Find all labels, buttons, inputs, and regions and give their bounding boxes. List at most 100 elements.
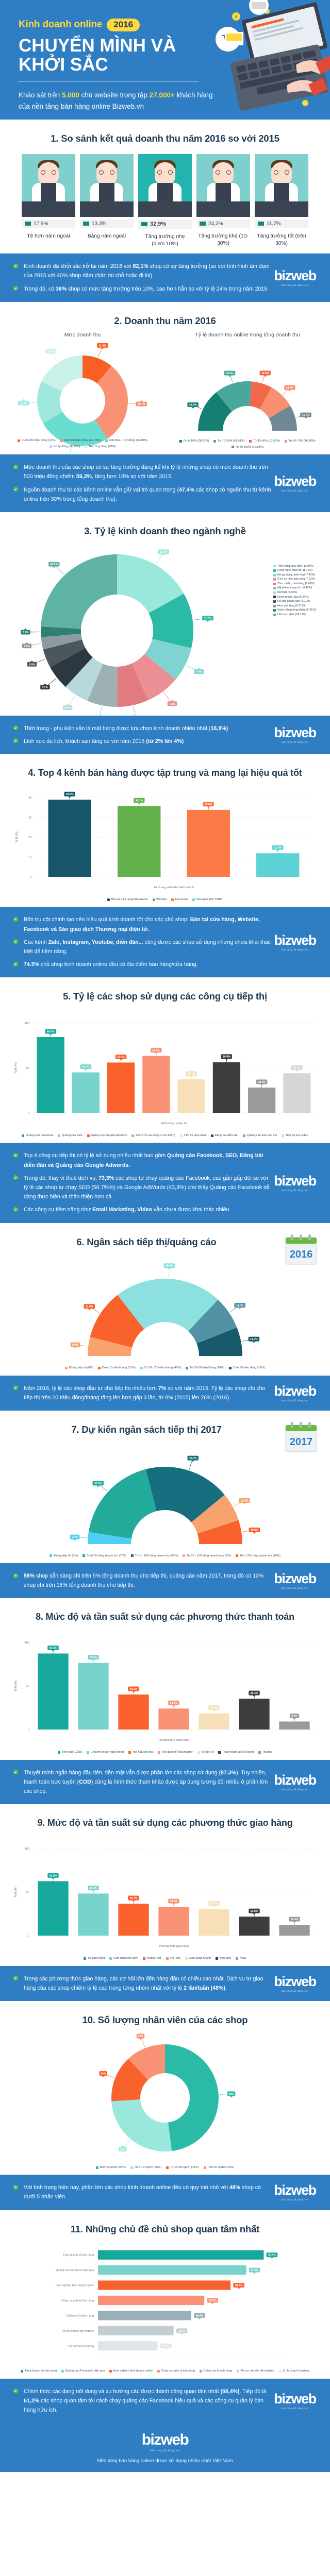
check-icon xyxy=(13,1573,18,1578)
svg-text:7.2%: 7.2% xyxy=(169,702,175,705)
legend-item: Đồ gia dụng, sinh hoạt (7.42%) xyxy=(273,573,327,578)
legend-label: Dưới 5 người (48%) xyxy=(100,2165,126,2169)
bizweb-logo: bizweb bán hàng dễ dàng hơn xyxy=(268,1384,322,1402)
section-7-note-list: 58% shop sẵn sàng chi trên 5% tổng doanh… xyxy=(13,1571,319,1590)
svg-text:5,0%: 5,0% xyxy=(72,1536,78,1539)
pie-slice xyxy=(82,355,112,384)
bizweb-wordmark: bizweb xyxy=(274,1383,317,1399)
bar xyxy=(177,1079,205,1113)
data-label: 11.9% xyxy=(272,845,284,852)
hero-subtitle: Khảo sát trên 5.000 chủ website trong tậ… xyxy=(19,90,222,112)
bar xyxy=(98,2280,231,2290)
legend-swatch xyxy=(258,1751,261,1754)
check-icon xyxy=(13,263,18,268)
bar xyxy=(98,2265,246,2275)
legend-swatch xyxy=(216,1957,219,1960)
footer-wordmark: bizweb xyxy=(141,2431,189,2449)
calendar-2016-icon: 2016 xyxy=(285,1234,317,1265)
bizweb-wordmark: bizweb xyxy=(274,1571,317,1587)
data-label: 48.3% xyxy=(88,1886,99,1892)
bar xyxy=(239,1699,270,1730)
svg-text:28.2%: 28.2% xyxy=(258,1081,266,1084)
legend-label: VN Post xyxy=(170,1957,180,1960)
legend-label: Quảng cáo trên báo chí xyxy=(246,1134,277,1137)
pie-slice xyxy=(88,1532,131,1544)
calendar-year-2017: 2017 xyxy=(290,1436,313,1448)
svg-text:33.8%: 33.8% xyxy=(205,803,212,806)
legend-label: Sách, văn phòng phẩm (2.21%) xyxy=(277,608,316,612)
bizweb-tagline: bán hàng dễ dàng hơn xyxy=(281,283,309,286)
legend-item: Công nghệ, điện tử (11.74%) xyxy=(273,568,327,573)
x-axis-title: Kênh/công cụ tiếp thị xyxy=(161,1122,187,1125)
svg-text:29.7%: 29.7% xyxy=(138,403,145,406)
legend-label: Tiếp thị qua video xyxy=(285,1134,308,1137)
check-icon xyxy=(13,487,18,492)
legend-label: Từ 10 - 15% tổng doanh thu (12%) xyxy=(186,1554,232,1557)
category-label: Tối ưu chuyển đổi website xyxy=(61,2329,94,2333)
check-icon xyxy=(13,464,18,469)
legend-swatch xyxy=(229,1366,232,1369)
bar xyxy=(199,1714,229,1730)
legend-swatch xyxy=(98,1366,101,1369)
legend-label: Đăng bài diễn đàn xyxy=(214,1134,239,1137)
persona-pct-2: 32,9% xyxy=(150,221,167,227)
persona-pct-1: 13,3% xyxy=(92,221,107,227)
data-label: 8,0% xyxy=(70,1342,80,1349)
note-highlight: 59,3% xyxy=(76,473,92,480)
legend-item: Quảng cáo Google Adwords xyxy=(87,1133,127,1138)
bizweb-logo: bizweb bán hàng dễ dàng hơn xyxy=(268,268,322,286)
section-6-legend: Không tiếp thị (8%) Dưới 10 triệu/tháng (… xyxy=(0,1363,330,1370)
legend-item: Từ 30-50% (13.59%) xyxy=(249,439,280,443)
data-label: 21.8% xyxy=(249,1909,260,1916)
legend-item: Sàn giao dịch TMĐT xyxy=(192,897,223,902)
svg-text:24.1%: 24.1% xyxy=(50,563,58,566)
data-label: 33.8% xyxy=(203,802,214,808)
footer: bizweb bán hàng dễ dàng hơn Nền tảng bán… xyxy=(0,2423,330,2472)
legend-label: Lĩnh vực khác (24.17%) xyxy=(277,613,307,616)
bizweb-tagline: bán hàng dễ dàng hơn xyxy=(281,1990,309,1993)
section-10-note: Với tình trạng hiện nay, phần lớn các sh… xyxy=(0,2175,330,2210)
legend-item: Thanh toán tại cửa hàng xyxy=(218,1750,254,1754)
note-item: Với tình trạng hiện nay, phần lớn các sh… xyxy=(13,2183,271,2201)
legend-item: Từ 10 - 20 triệu/ tháng (45%) xyxy=(140,1366,181,1370)
legend-item: 1-3 tỷ đồng (15.20%) xyxy=(49,445,80,449)
note-item: Các kênh Zalo, Instagram, Youtube, diễn … xyxy=(13,938,271,956)
calendar-year-2016: 2016 xyxy=(290,1249,313,1260)
pie-slice xyxy=(165,2044,219,2151)
legend-label: Bán tại cửa hàng/Showroom xyxy=(111,897,148,901)
legend-swatch xyxy=(105,439,108,443)
legend-label: Xu hướng thị trường xyxy=(283,2369,309,2373)
legend-swatch xyxy=(49,445,52,448)
bizweb-tagline: bán hàng dễ dàng hơn xyxy=(281,489,309,493)
data-label: 28.3% xyxy=(187,402,199,409)
svg-text:37,0%: 37,0% xyxy=(94,1482,102,1485)
legend-item: Tối ưu chuyển đổi website xyxy=(237,2369,274,2373)
pie-slice xyxy=(197,1520,242,1544)
section-7-title: 7. Dự kiến ngân sách tiếp thị 2017 xyxy=(71,1424,222,1435)
bizweb-logo: bizweb bán hàng dễ dàng hơn xyxy=(268,474,322,493)
legend-swatch xyxy=(273,565,276,568)
note-item: Bốn trụ cột chính tạo nên hiệu quả kinh … xyxy=(13,915,271,934)
legend-swatch xyxy=(166,2166,169,2169)
legend-swatch xyxy=(109,2369,112,2372)
note-item: Trong đó, thay vì thuê dịch vụ, 73,3% cá… xyxy=(13,1174,271,1202)
section-7: 7. Dự kiến ngân sách tiếp thị 2017 2017 … xyxy=(0,1411,330,1564)
section-2-right-subtitle: Tỷ lệ doanh thu online trong tổng doanh … xyxy=(195,332,300,338)
legend-swatch xyxy=(273,596,276,599)
note-text: Trong các phương thức giao hàng, các cơ … xyxy=(24,1975,263,1992)
legend-item: Từ 5-10 người (26%) xyxy=(130,2165,161,2170)
legend-label: Quảng cáo Zalo xyxy=(61,1134,82,1137)
note-text: Năm 2016, tỷ lệ các shop đầu tư cho tiếp… xyxy=(24,1385,158,1392)
legend-item: Tiếp thị qua email xyxy=(179,1133,206,1138)
data-label: 16.9% xyxy=(284,385,295,392)
legend-item: Quảng cáo Zalo xyxy=(58,1133,82,1138)
check-icon xyxy=(13,2184,18,2190)
legend-swatch xyxy=(236,1554,239,1557)
section-4-legend: Bán tại cửa hàng/Showroom Website Facebook… xyxy=(0,894,330,902)
hero-kicker: Kinh doanh online 2016 xyxy=(19,19,222,31)
data-label: 45.1% xyxy=(80,1064,92,1071)
legend-label: Dược phẩm, Spa (5.22%) xyxy=(277,595,309,599)
legend-swatch xyxy=(82,1554,86,1557)
note-text: Trong đó, có xyxy=(24,285,56,292)
pie-slice xyxy=(41,626,81,637)
